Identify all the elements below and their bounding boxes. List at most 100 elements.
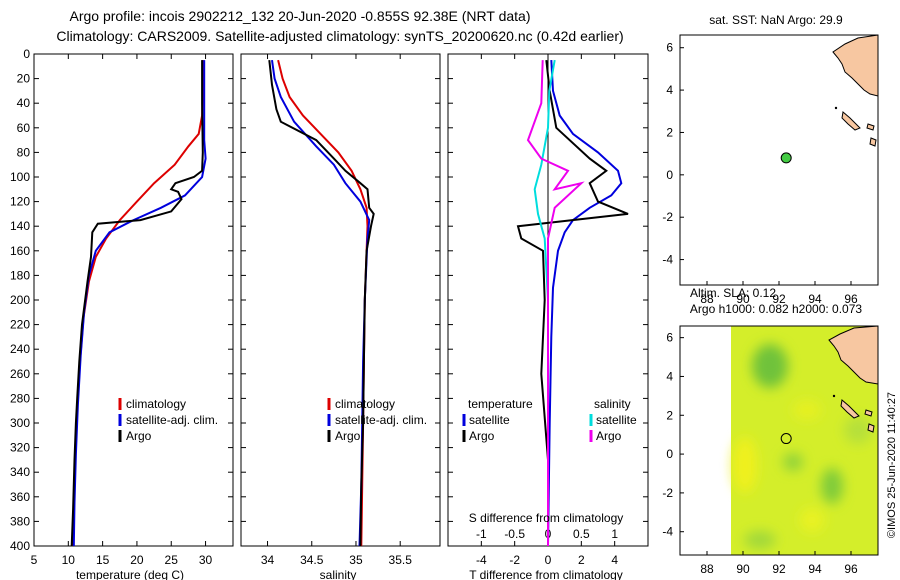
temperature-xlabel: temperature (deg C) (76, 568, 184, 580)
map-lon-tick-label: 94 (808, 562, 822, 576)
map-lat-tick-label: 4 (666, 83, 673, 97)
temperature-chart: 0 20 40 60 80 100 120 140 160 180 200 220 240 260 280 3… (10, 47, 233, 567)
x-tick-label: 15 (96, 553, 110, 567)
map-lat-tick-label: -2 (662, 210, 673, 224)
sla-anomaly-low (800, 508, 824, 532)
depth-tick-label: 100 (10, 170, 30, 184)
depth-tick-label: 40 (17, 96, 31, 110)
legend-argo-label: Argo (126, 429, 152, 443)
sla-anomaly-high (752, 344, 788, 388)
difference-xlabel: T difference from climatology (469, 568, 623, 580)
map-lon-tick-label: 92 (772, 562, 786, 576)
top-x-tick-label: -0.5 (504, 527, 525, 541)
sst-map-title: sat. SST: NaN Argo: 29.9 (709, 13, 843, 27)
x-tick-label: -4 (476, 553, 487, 567)
sla-map-title-line2: Argo h1000: 0.082 h2000: 0.073 (690, 302, 862, 316)
map-lon-tick-label: 92 (772, 292, 786, 306)
argo-location-marker (780, 152, 792, 164)
sla-anomaly-high (783, 453, 803, 471)
x-tick-label: 10 (62, 553, 76, 567)
legend-t-argo-label: Argo (469, 429, 495, 443)
series-line-t-satellite (547, 60, 623, 546)
map-lon-tick-label: 88 (700, 562, 714, 576)
x-tick-label: 35 (349, 553, 363, 567)
depth-tick-label: 320 (10, 441, 30, 455)
x-tick-label: 5 (31, 553, 38, 567)
depth-tick-label: 20 (17, 72, 31, 86)
island-dot (832, 394, 836, 398)
top-x-tick-label: 0.5 (573, 527, 590, 541)
island-land (864, 409, 873, 417)
map-lon-tick-label: 96 (844, 292, 858, 306)
legend-temperature-title: temperature (468, 397, 533, 411)
sst-map-background (680, 35, 878, 285)
island-land (866, 123, 875, 131)
series-group (516, 54, 629, 546)
sla-map: 88 90 92 94 96 -4 -2 0 2 4 6 (662, 325, 879, 576)
depth-tick-label: 80 (17, 145, 31, 159)
map-lat-tick-label: -4 (662, 525, 673, 539)
x-tick-label: 35.5 (389, 553, 413, 567)
x-tick-label: -2 (509, 553, 520, 567)
map-lat-tick-label: 0 (666, 447, 673, 461)
temperature-legend: climatology satellite-adj. clim. Argo (118, 397, 218, 443)
series-line-satellite-adj-clim- (72, 60, 207, 546)
map-lat-tick-label: 0 (666, 168, 673, 182)
depth-tick-label: 200 (10, 293, 30, 307)
sla-map-axes: 88 90 92 94 96 -4 -2 0 2 4 6 (662, 331, 858, 576)
map-lat-tick-label: -4 (662, 253, 673, 267)
x-tick-label: 0 (545, 553, 552, 567)
depth-tick-label: 380 (10, 514, 30, 528)
depth-tick-label: 260 (10, 367, 30, 381)
legend-clim-label: climatology (126, 397, 186, 411)
depth-tick-label: 60 (17, 121, 31, 135)
depth-tick-label: 360 (10, 490, 30, 504)
island-land (869, 137, 877, 147)
depth-tick-label: 280 (10, 391, 30, 405)
imos-watermark: ©IMOS 25-Jun-2020 11:40:27 (886, 392, 898, 538)
map-lon-tick-label: 90 (736, 292, 750, 306)
x-tick-label: 34 (261, 553, 275, 567)
depth-tick-label: 220 (10, 318, 30, 332)
depth-tick-label: 400 (10, 539, 30, 553)
legend-salinity-title: salinity (594, 397, 631, 411)
map-lat-tick-label: -2 (662, 486, 673, 500)
legend-sat-label: satellite-adj. clim. (335, 413, 427, 427)
depth-tick-label: 0 (23, 47, 30, 61)
series-line-t-argo (516, 59, 629, 546)
x-tick-label: 20 (130, 553, 144, 567)
sla-anomaly-low (733, 437, 757, 493)
sla-anomaly-high (821, 468, 843, 504)
legend-argo-label: Argo (335, 429, 361, 443)
salinity-chart: 34 34.5 35 35.5 (241, 53, 440, 567)
depth-tick-label: 180 (10, 268, 30, 282)
island-land (841, 111, 861, 131)
island-land (840, 399, 860, 419)
series-line-argo (268, 59, 375, 546)
map-lat-tick-label: 2 (666, 408, 673, 422)
legend-s-sat-label: satellite (596, 413, 637, 427)
map-lon-tick-label: 94 (808, 292, 822, 306)
legend-s-argo-label: Argo (596, 429, 622, 443)
salinity-panel-frame (240, 53, 441, 547)
series-line-argo (70, 60, 204, 546)
depth-tick-label: 340 (10, 465, 30, 479)
depth-tick-label: 140 (10, 219, 30, 233)
sumatra-coast-land (832, 35, 878, 97)
depth-tick-label: 120 (10, 195, 30, 209)
top-x-tick-label: 1 (611, 527, 618, 541)
x-tick-label: 25 (165, 553, 179, 567)
map-lon-tick-label: 90 (736, 562, 750, 576)
difference-legend: temperature salinity satellite Argo sate… (462, 397, 637, 443)
map-lon-tick-label: 88 (700, 292, 714, 306)
legend-sat-label: satellite-adj. clim. (126, 413, 218, 427)
sla-map-title-line1: Altim. SLA: 0.12 (690, 286, 776, 300)
series-line-climatology (277, 59, 369, 546)
x-tick-label: 2 (578, 553, 585, 567)
island-land (867, 423, 875, 433)
depth-tick-label: 300 (10, 416, 30, 430)
depth-tick-label: 240 (10, 342, 30, 356)
